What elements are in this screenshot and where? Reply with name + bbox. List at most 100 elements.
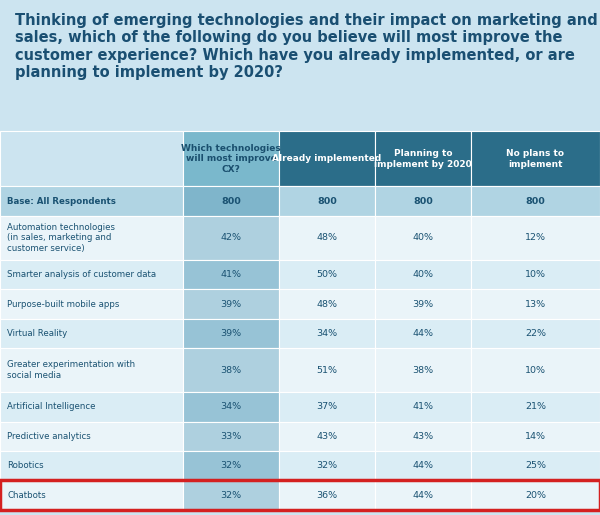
Bar bbox=[183, 319, 279, 348]
Text: 10%: 10% bbox=[525, 270, 546, 279]
Text: 38%: 38% bbox=[220, 366, 242, 375]
Text: 12%: 12% bbox=[525, 233, 546, 243]
Bar bbox=[375, 451, 471, 480]
Text: 22%: 22% bbox=[525, 329, 546, 338]
Bar bbox=[471, 451, 600, 480]
Bar bbox=[0, 289, 183, 319]
Bar bbox=[183, 422, 279, 451]
Bar bbox=[375, 392, 471, 422]
Bar bbox=[471, 186, 600, 216]
Text: 40%: 40% bbox=[413, 233, 433, 243]
Text: 21%: 21% bbox=[525, 402, 546, 411]
Bar bbox=[0, 260, 183, 289]
Bar bbox=[0, 392, 183, 422]
Bar bbox=[471, 216, 600, 260]
Text: 42%: 42% bbox=[221, 233, 241, 243]
Bar bbox=[279, 319, 375, 348]
Text: Robotics: Robotics bbox=[7, 461, 44, 470]
Bar bbox=[471, 422, 600, 451]
Text: Thinking of emerging technologies and their impact on marketing and
sales, which: Thinking of emerging technologies and th… bbox=[15, 13, 598, 80]
Text: 39%: 39% bbox=[220, 329, 242, 338]
Text: 14%: 14% bbox=[525, 432, 546, 441]
Bar bbox=[375, 260, 471, 289]
Bar bbox=[279, 451, 375, 480]
Text: 32%: 32% bbox=[220, 491, 242, 500]
Bar bbox=[375, 186, 471, 216]
Bar bbox=[279, 422, 375, 451]
Bar bbox=[375, 422, 471, 451]
Text: Artificial Intelligence: Artificial Intelligence bbox=[7, 402, 96, 411]
Text: Chatbots: Chatbots bbox=[7, 491, 46, 500]
Bar bbox=[0, 216, 183, 260]
Bar bbox=[183, 451, 279, 480]
Text: 33%: 33% bbox=[220, 432, 242, 441]
Text: Purpose-built mobile apps: Purpose-built mobile apps bbox=[7, 300, 119, 308]
Bar bbox=[471, 260, 600, 289]
Text: 48%: 48% bbox=[317, 233, 337, 243]
Bar bbox=[279, 186, 375, 216]
Text: 800: 800 bbox=[317, 197, 337, 205]
Bar bbox=[0, 131, 183, 186]
Bar bbox=[183, 392, 279, 422]
Text: Base: All Respondents: Base: All Respondents bbox=[7, 197, 116, 205]
Bar bbox=[183, 348, 279, 392]
Text: 800: 800 bbox=[221, 197, 241, 205]
Text: 44%: 44% bbox=[413, 329, 433, 338]
Bar bbox=[183, 260, 279, 289]
Bar bbox=[183, 480, 279, 510]
Text: 38%: 38% bbox=[412, 366, 434, 375]
Bar bbox=[375, 289, 471, 319]
Bar bbox=[183, 216, 279, 260]
Text: 51%: 51% bbox=[317, 366, 337, 375]
Text: 40%: 40% bbox=[413, 270, 433, 279]
Bar bbox=[279, 348, 375, 392]
Text: 43%: 43% bbox=[412, 432, 434, 441]
Text: 34%: 34% bbox=[220, 402, 242, 411]
Text: 20%: 20% bbox=[525, 491, 546, 500]
Text: 41%: 41% bbox=[221, 270, 241, 279]
Text: 36%: 36% bbox=[316, 491, 338, 500]
Text: Already implemented: Already implemented bbox=[272, 154, 382, 163]
Text: 800: 800 bbox=[413, 197, 433, 205]
Text: 25%: 25% bbox=[525, 461, 546, 470]
Bar bbox=[471, 480, 600, 510]
Bar bbox=[279, 392, 375, 422]
Text: 44%: 44% bbox=[413, 491, 433, 500]
Bar bbox=[279, 289, 375, 319]
Text: 41%: 41% bbox=[413, 402, 433, 411]
Bar bbox=[375, 480, 471, 510]
Text: 39%: 39% bbox=[220, 300, 242, 308]
Text: 37%: 37% bbox=[316, 402, 338, 411]
Bar bbox=[0, 480, 183, 510]
Bar bbox=[0, 480, 600, 510]
Bar bbox=[471, 131, 600, 186]
Text: 39%: 39% bbox=[412, 300, 434, 308]
Text: Greater experimentation with
social media: Greater experimentation with social medi… bbox=[7, 360, 136, 380]
Text: Smarter analysis of customer data: Smarter analysis of customer data bbox=[7, 270, 157, 279]
Bar bbox=[0, 451, 183, 480]
Text: 43%: 43% bbox=[316, 432, 338, 441]
Text: Automation technologies
(in sales, marketing and
customer service): Automation technologies (in sales, marke… bbox=[7, 223, 115, 253]
Bar bbox=[375, 131, 471, 186]
Text: 13%: 13% bbox=[525, 300, 546, 308]
Text: 10%: 10% bbox=[525, 366, 546, 375]
Bar bbox=[183, 289, 279, 319]
Bar bbox=[279, 480, 375, 510]
Text: Predictive analytics: Predictive analytics bbox=[7, 432, 91, 441]
Text: Which technologies
will most improve
CX?: Which technologies will most improve CX? bbox=[181, 144, 281, 174]
Text: 32%: 32% bbox=[316, 461, 338, 470]
Text: 32%: 32% bbox=[220, 461, 242, 470]
Bar bbox=[279, 131, 375, 186]
Bar bbox=[471, 289, 600, 319]
Text: 800: 800 bbox=[526, 197, 545, 205]
Bar bbox=[279, 260, 375, 289]
Bar bbox=[471, 348, 600, 392]
Bar bbox=[0, 422, 183, 451]
Bar bbox=[0, 186, 183, 216]
Bar bbox=[471, 392, 600, 422]
Text: 34%: 34% bbox=[316, 329, 338, 338]
Bar bbox=[0, 348, 183, 392]
Bar bbox=[279, 216, 375, 260]
Bar bbox=[183, 131, 279, 186]
Bar bbox=[375, 319, 471, 348]
